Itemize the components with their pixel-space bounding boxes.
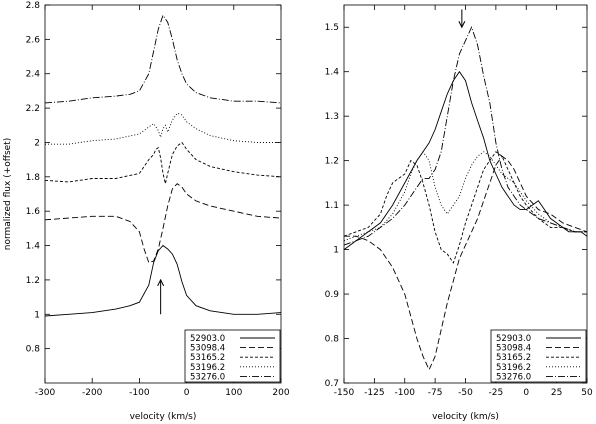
y-tick-label: 0.9 xyxy=(325,290,340,300)
series-lines xyxy=(44,14,282,317)
legend-label: 53276.0 xyxy=(496,372,531,382)
series-line-3 xyxy=(343,151,587,264)
y-tick-label: 0.7 xyxy=(325,379,339,389)
y-tick-label: 1.1 xyxy=(325,201,339,211)
y-tick-label: 1.2 xyxy=(26,276,40,286)
x-tick-label: -100 xyxy=(129,388,150,398)
legend-label: 53196.2 xyxy=(190,363,225,373)
y-axis-label: normalized flux (+offset) xyxy=(3,138,13,250)
chart-panel-1: -300 -200 -100 0 100 200 0.8 1 1.2 1.4 1.6 1.8 2 2.2 2… xyxy=(3,1,290,422)
series-line-3 xyxy=(44,141,282,184)
y-tick-label: 2.2 xyxy=(26,104,40,114)
series-line-5 xyxy=(343,25,587,246)
x-tick-label: -100 xyxy=(395,388,416,398)
x-tick-label: -300 xyxy=(35,388,56,398)
series-line-1 xyxy=(44,244,282,317)
y-tick-label: 2.4 xyxy=(26,70,41,80)
arrow-head xyxy=(157,278,165,287)
series-line-2 xyxy=(44,183,282,264)
plot-frame xyxy=(44,4,282,384)
x-tick-label: 50 xyxy=(581,388,593,398)
series-line-2 xyxy=(344,155,588,371)
legend-label: 53196.2 xyxy=(496,363,531,373)
y-tick-label: 1.5 xyxy=(325,23,339,33)
y-tick-label: 1 xyxy=(34,310,40,320)
y-tick-label: 2.6 xyxy=(26,35,41,45)
x-tick-label: -200 xyxy=(82,388,103,398)
y-tick-label: 1 xyxy=(333,246,339,256)
x-tick-label: -25 xyxy=(489,388,504,398)
legend-box xyxy=(184,329,281,383)
x-tick-label: -50 xyxy=(458,388,473,398)
x-tick-label: -75 xyxy=(428,388,443,398)
x-axis-label: velocity (km/s) xyxy=(432,412,499,422)
plot-frame xyxy=(343,4,588,384)
y-tick-label: 0.8 xyxy=(26,345,41,355)
y-tick-label: 1.3 xyxy=(325,112,339,122)
legend-label: 53098.4 xyxy=(190,344,225,354)
x-tick-label: 200 xyxy=(272,388,289,398)
series-lines xyxy=(343,25,588,371)
y-tick-label: 1.6 xyxy=(26,207,41,217)
x-tick-label: 100 xyxy=(225,388,242,398)
y-tick-label: 1.4 xyxy=(26,242,41,252)
x-tick-label: -150 xyxy=(334,388,355,398)
legend-label: 53165.2 xyxy=(496,353,531,363)
legend-label: 52903.0 xyxy=(496,334,531,344)
y-tick-label: 1.8 xyxy=(26,173,41,183)
series-line-1 xyxy=(343,70,588,250)
x-tick-label: -125 xyxy=(364,388,384,398)
x-tick-label: 25 xyxy=(551,388,562,398)
x-axis-label: velocity (km/s) xyxy=(130,412,197,422)
y-tick-label: 1.2 xyxy=(325,157,339,167)
y-tick-label: 2.8 xyxy=(26,1,41,11)
legend-label: 53165.2 xyxy=(190,353,225,363)
legend-label: 53098.4 xyxy=(496,344,531,354)
series-line-4 xyxy=(343,151,587,242)
x-tick-label: 0 xyxy=(523,388,529,398)
y-tick-label: 0.8 xyxy=(325,335,340,345)
x-tick-label: 0 xyxy=(184,388,190,398)
arrow-head xyxy=(458,21,466,29)
series-line-5 xyxy=(44,14,282,104)
legend-box xyxy=(490,329,587,383)
chart-panel-2: -150 -125 -100 -75 -50 -25 0 25 50 0.7 0.8 0.9 1 1.1 1… xyxy=(325,4,593,422)
series-line-4 xyxy=(45,112,281,145)
legend-label: 53276.0 xyxy=(190,372,225,382)
legend-label: 52903.0 xyxy=(190,334,225,344)
y-tick-label: 1.4 xyxy=(325,68,340,78)
velocity-arrow xyxy=(157,278,165,315)
y-tick-label: 2 xyxy=(34,138,40,148)
velocity-arrow xyxy=(458,9,466,29)
